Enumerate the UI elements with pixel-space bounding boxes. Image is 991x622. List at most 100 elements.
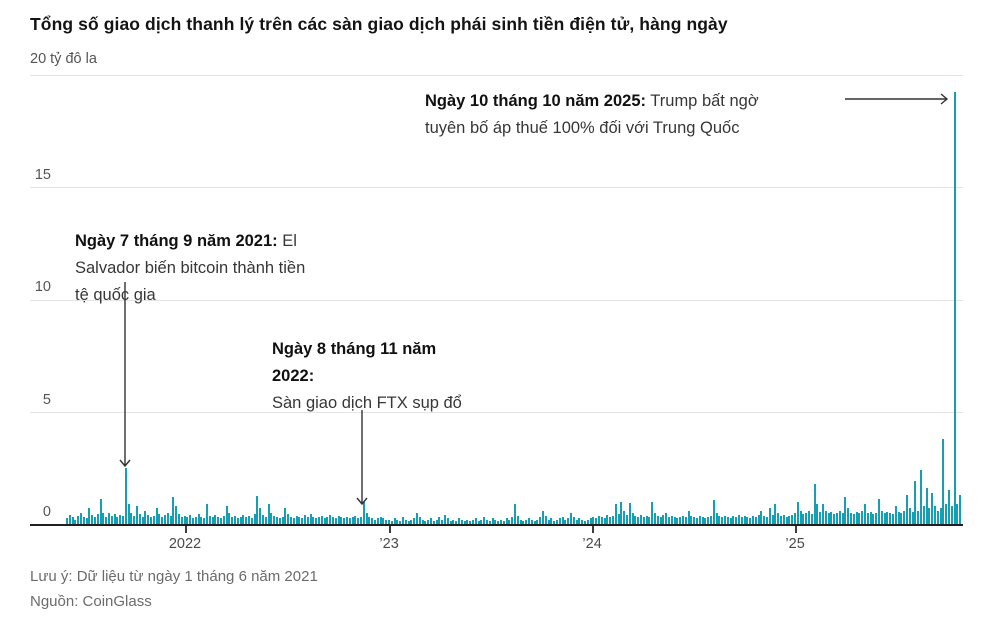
bar [516, 516, 519, 524]
bar [715, 512, 718, 524]
bar [225, 506, 228, 524]
bar [869, 511, 872, 524]
bar [262, 515, 265, 524]
bar [676, 518, 679, 524]
bar [239, 517, 242, 524]
bar [259, 508, 262, 524]
bar [500, 519, 503, 524]
bar [948, 490, 951, 524]
bar [626, 515, 629, 524]
bar [791, 515, 794, 524]
bar [360, 517, 363, 524]
bar [578, 518, 581, 524]
bar [348, 518, 351, 524]
bar [894, 506, 897, 524]
annotation-line: Ngày 8 tháng 11 năm [272, 340, 437, 358]
bar [827, 512, 830, 524]
annotation-trump-tariff: Ngày 10 tháng 10 năm 2025: Trump bất ngờ… [425, 88, 759, 142]
bar [178, 513, 181, 524]
bar [794, 512, 797, 524]
bar [477, 520, 480, 524]
x-tick-label-23: ’23 [379, 536, 399, 552]
gridline-20 [30, 74, 963, 76]
bar [491, 518, 494, 524]
bar [679, 517, 682, 524]
bar [242, 515, 245, 524]
bar [267, 503, 270, 524]
bar [194, 517, 197, 524]
bar [897, 511, 900, 524]
bar [388, 519, 391, 524]
bar [441, 519, 444, 524]
bar [908, 508, 911, 524]
annotation-line: Salvador biến bitcoin thành tiền [75, 259, 306, 277]
bar [180, 517, 183, 524]
bar [340, 517, 343, 524]
bar [707, 517, 710, 524]
bar [416, 512, 419, 524]
bar [785, 517, 788, 524]
bar [774, 503, 777, 524]
bar [589, 518, 592, 524]
bar [138, 513, 141, 524]
bar [648, 517, 651, 524]
bar [402, 517, 405, 524]
bar [917, 510, 920, 524]
bar [788, 516, 791, 524]
bar [740, 517, 743, 524]
bar [304, 515, 307, 524]
bar [334, 518, 337, 524]
bar [558, 518, 561, 524]
footnote-source: Nguồn: CoinGlass [30, 593, 152, 610]
bar [782, 515, 785, 524]
bar [777, 512, 780, 524]
bar [866, 512, 869, 524]
bar [872, 513, 875, 524]
bar [155, 508, 158, 524]
x-tick-label-2022: 2022 [168, 536, 202, 552]
bar [564, 519, 567, 524]
bar [550, 518, 553, 524]
bar [878, 499, 881, 524]
bar [460, 519, 463, 524]
bar [718, 516, 721, 524]
bar [362, 501, 365, 524]
bar [698, 516, 701, 524]
bar [662, 515, 665, 524]
bar [396, 519, 399, 524]
bar [407, 520, 410, 524]
bar [144, 510, 147, 524]
bar [603, 518, 606, 524]
bar [133, 516, 136, 524]
bar [214, 515, 217, 524]
bar [189, 515, 192, 524]
bar [379, 517, 382, 524]
bar [466, 519, 469, 524]
bar [861, 510, 864, 524]
bar [152, 516, 155, 524]
annotation-line: Sàn giao dịch FTX sụp đổ [272, 394, 462, 412]
bar [505, 518, 508, 524]
bar [312, 517, 315, 524]
bar [432, 520, 435, 524]
bar [147, 515, 150, 524]
bar [813, 483, 816, 524]
bar [900, 512, 903, 524]
bar [284, 508, 287, 524]
bar [592, 517, 595, 524]
bar [914, 481, 917, 524]
bar [186, 517, 189, 524]
bar [385, 519, 388, 524]
bar [637, 517, 640, 524]
bar [704, 518, 707, 524]
bar [264, 517, 267, 524]
bar [536, 519, 539, 524]
bar [830, 511, 833, 524]
bar [497, 520, 500, 524]
bar [424, 520, 427, 524]
bar [614, 503, 617, 524]
bar [556, 519, 559, 524]
bar [446, 518, 449, 524]
bar [732, 516, 735, 524]
bar [844, 497, 847, 524]
